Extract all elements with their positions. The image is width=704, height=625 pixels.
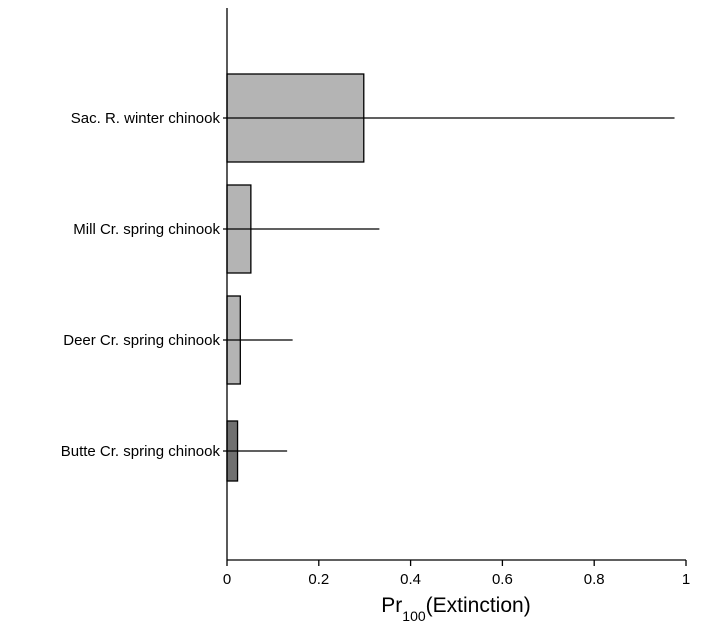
category-label-0: Sac. R. winter chinook [71,110,221,127]
x-tick-label-3: 0.6 [492,571,513,588]
x-ticks-layer [226,560,687,566]
x-tick-label-4: 0.8 [584,571,605,588]
category-label-1: Mill Cr. spring chinook [73,221,220,238]
x-tick-label-1: 0.2 [308,571,329,588]
category-labels-layer: Sac. R. winter chinook Mill Cr. spring ch… [61,110,221,460]
x-tick-label-5: 1 [682,571,690,588]
x-axis-title-prefix: Pr [381,594,402,617]
bars-layer [226,73,365,482]
x-axis-title-suffix: (Extinction) [426,594,531,617]
category-label-2: Deer Cr. spring chinook [63,332,220,349]
x-tick-label-2: 0.4 [400,571,421,588]
x-tick-labels-layer: 0 0.2 0.4 0.6 0.8 1 [223,571,690,588]
x-axis-title: Pr100(Extinction) [381,594,530,624]
category-label-3: Butte Cr. spring chinook [61,443,221,460]
x-tick-label-0: 0 [223,571,231,588]
x-axis-title-subscript: 100 [402,608,426,624]
error-bars-layer [223,117,675,452]
